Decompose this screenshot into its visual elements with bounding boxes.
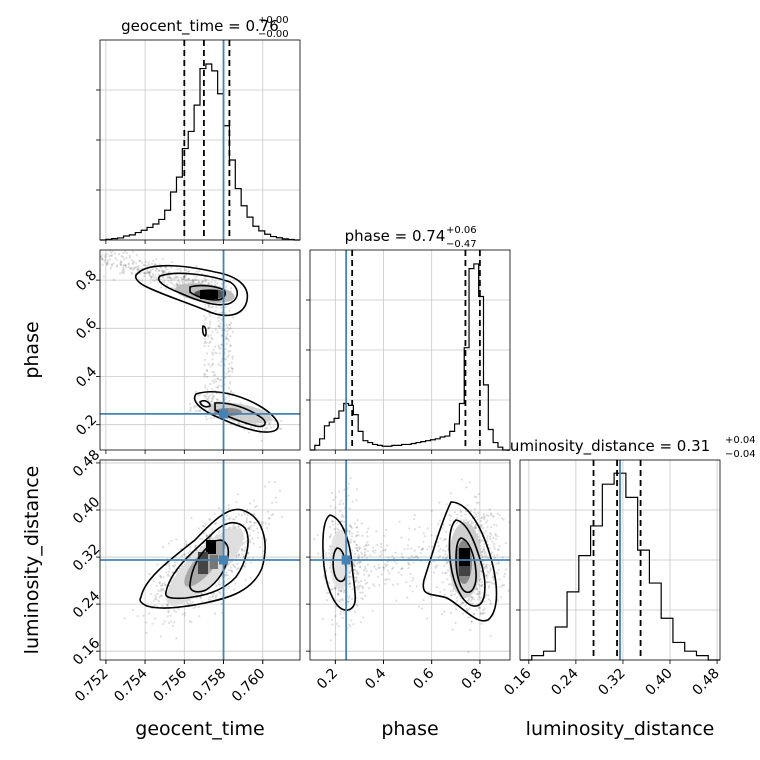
xtick-label: 0.4	[362, 665, 389, 692]
histogram-step	[310, 263, 510, 451]
truth-marker	[219, 409, 229, 419]
truth-marker	[219, 555, 229, 565]
ytick-label: 0.8	[73, 267, 100, 294]
title-phase-lower: −0.47	[446, 239, 477, 250]
title-geocent-time-upper: +0.00	[258, 15, 289, 26]
ytick-label: 0.6	[73, 315, 100, 342]
contour-small-blob	[201, 325, 207, 337]
title-luminosity-distance: luminosity_distance = 0.31	[506, 437, 710, 456]
xtick-label: 0.8	[459, 666, 486, 693]
ytick-label: 0.48	[70, 447, 103, 480]
density-peak	[206, 540, 216, 554]
xtick-label: 0.2	[314, 666, 341, 693]
contour-mid-lower	[214, 402, 266, 428]
contour-mid	[164, 521, 249, 600]
histogram-step	[100, 63, 300, 241]
contour-outer-left	[322, 514, 357, 611]
ytick-label: 0.16	[70, 635, 103, 668]
histogram-luminosity-distance	[516, 459, 721, 661]
ytick-label: 0.24	[70, 588, 103, 621]
panel-geocent-time-vs-phase	[99, 249, 301, 451]
title-geocent-time-lower: −0.00	[258, 29, 289, 40]
contour-outer	[139, 508, 266, 609]
xtick-label: 0.6	[410, 665, 437, 692]
xtick-label: 0.760	[229, 666, 269, 706]
truth-marker	[341, 555, 351, 565]
xtick-label: 0.754	[111, 665, 151, 705]
contour-outer-right	[422, 501, 498, 622]
ytick-label: 0.32	[70, 541, 103, 574]
contour-outer-upper	[134, 264, 249, 317]
ylabel-luminosity-distance: luminosity_distance	[21, 466, 43, 655]
ytick-label: 0.2	[73, 412, 100, 439]
xtick-label: 0.758	[190, 666, 230, 706]
ytick-label: 0.40	[70, 494, 103, 527]
xlabel-geocent-time: geocent_time	[135, 718, 264, 740]
density-peak	[200, 290, 218, 299]
xtick-label: 0.48	[690, 666, 723, 699]
xtick-label: 0.32	[595, 666, 628, 699]
contour-mid-upper	[158, 272, 239, 306]
xtick-label: 0.752	[72, 666, 112, 706]
ytick-label: 0.4	[73, 364, 100, 391]
xtick-label: 0.24	[548, 665, 581, 698]
xlabel-luminosity-distance: luminosity_distance	[526, 718, 715, 740]
panel-geocent-time-vs-luminosity-distance	[99, 459, 301, 661]
title-geocent-time: geocent_time = 0.76	[121, 17, 279, 36]
title-phase-upper: +0.06	[446, 225, 477, 236]
title-luminosity-distance-lower: −0.04	[725, 449, 756, 460]
contour-mid-right	[448, 519, 486, 607]
contour-outer-lower	[193, 391, 279, 433]
histogram-phase	[306, 249, 511, 451]
histogram-geocent-time	[96, 39, 301, 241]
xtick-label: 0.16	[501, 665, 534, 698]
xlabel-phase: phase	[381, 718, 438, 740]
title-phase: phase = 0.74	[345, 227, 446, 245]
xtick-label: 0.756	[150, 665, 190, 705]
contour-inner-lower	[199, 399, 211, 408]
title-luminosity-distance-upper: +0.04	[725, 435, 756, 446]
density-peak	[459, 548, 470, 566]
xtick-label: 0.40	[642, 666, 675, 699]
ylabel-phase: phase	[21, 321, 43, 378]
panel-phase-vs-luminosity-distance	[309, 459, 511, 661]
